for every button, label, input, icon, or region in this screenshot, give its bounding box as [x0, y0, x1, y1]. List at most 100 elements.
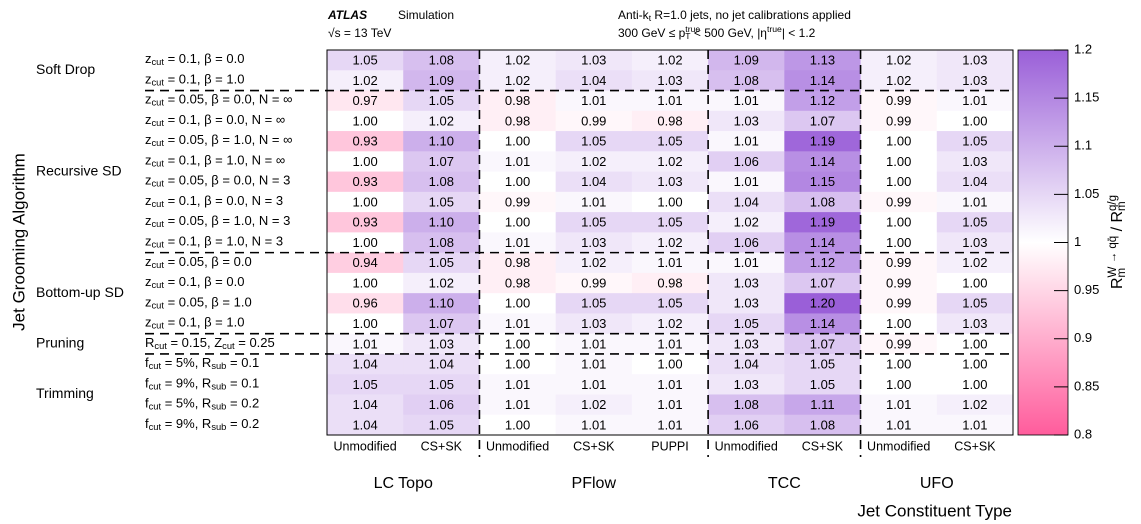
cell-label: 1.03	[734, 113, 759, 128]
heatmap-cell	[631, 394, 709, 416]
text-part: Anti-k	[618, 8, 650, 22]
x-tick-label: Unmodified	[486, 439, 549, 453]
superscript: true	[685, 24, 700, 34]
subscript: cut	[152, 179, 165, 189]
heatmap-cell	[403, 70, 480, 92]
heatmap-cell	[555, 151, 633, 173]
cell-label: 1.02	[581, 397, 606, 412]
cell-label: 1.01	[581, 336, 606, 351]
subscript: cut	[152, 159, 165, 169]
cell-label: 1.02	[734, 215, 759, 230]
text-part: z	[145, 214, 152, 229]
cell-label: 0.98	[505, 93, 530, 108]
heatmap-cell	[708, 293, 785, 314]
heatmap-cell	[784, 232, 862, 254]
heatmap-cell	[403, 374, 480, 395]
subscript: cut	[149, 361, 162, 371]
heatmap-cell	[327, 131, 404, 152]
x-tick-label: CS+SK	[573, 439, 615, 453]
heatmap-cell	[631, 90, 709, 112]
heatmap-cell	[403, 394, 480, 416]
x-tick-label: PUPPI	[651, 439, 689, 453]
heatmap-cell	[403, 252, 480, 274]
text-part: z	[145, 295, 152, 310]
heatmap-cell	[327, 313, 404, 335]
colorbar-tick-label: 0.95	[1074, 282, 1099, 297]
heatmap-cell	[555, 171, 633, 193]
cell-label: 1.03	[734, 377, 759, 392]
text-part: = 0.05, β = 1.0	[164, 295, 252, 310]
cell-label: 1.06	[734, 154, 759, 169]
cell-label: 0.93	[352, 174, 377, 189]
cell-label: 1.05	[352, 53, 377, 68]
colorbar-tick-label: 0.85	[1074, 378, 1099, 393]
heatmap-cell	[479, 232, 557, 254]
heatmap-cell	[936, 191, 1014, 213]
heatmap-cell	[631, 272, 709, 294]
cell-label: 1.08	[810, 194, 835, 209]
heatmap-cell	[936, 232, 1014, 254]
heatmap-cell	[555, 252, 633, 274]
heatmap-cell	[327, 50, 404, 71]
cell-label: 1.03	[581, 235, 606, 250]
y-tick-label: zcut = 0.1, β = 0.0	[145, 52, 244, 68]
subscript: cut	[222, 341, 235, 351]
heatmap-cell	[708, 394, 785, 416]
heatmap-cell	[784, 191, 862, 213]
cell-label: 1.01	[657, 336, 682, 351]
cell-label: 1.06	[734, 235, 759, 250]
heatmap-cell	[860, 333, 938, 355]
cell-label: 1.01	[581, 377, 606, 392]
heatmap-cell	[784, 90, 862, 112]
cell-label: 1.06	[734, 417, 759, 432]
heatmap-cell	[631, 252, 709, 274]
text-part: z	[145, 52, 152, 67]
heatmap-cell	[860, 191, 938, 213]
cell-label: 1.01	[734, 93, 759, 108]
text-part: z	[145, 173, 152, 188]
cell-label: 1.03	[657, 73, 682, 88]
heatmap-cell	[708, 313, 785, 335]
subscript: cut	[152, 199, 165, 209]
heatmap-cell	[555, 313, 633, 335]
cell-label: 1.01	[962, 93, 987, 108]
heatmap-cell	[555, 232, 633, 254]
x-tick-label: CS+SK	[421, 439, 463, 453]
heatmap-cell	[479, 293, 557, 314]
heatmap-cell	[860, 394, 938, 416]
x-axis-title: Jet Constituent Type	[857, 501, 1012, 520]
subscript: cut	[149, 381, 162, 391]
text-part: z	[145, 234, 152, 249]
cell-label: 0.99	[581, 113, 606, 128]
cell-label: 1.00	[505, 296, 530, 311]
heatmap-cell	[784, 374, 862, 395]
cell-label: 1.01	[581, 194, 606, 209]
heatmap-cell	[936, 171, 1014, 193]
cell-label: 1.04	[734, 357, 759, 372]
cell-label: 0.98	[657, 113, 682, 128]
text-part: = 0.1	[226, 376, 259, 391]
text-part: = 0.05, β = 1.0, N = 3	[164, 214, 290, 229]
cell-label: 0.99	[886, 275, 911, 290]
heatmap-cell	[327, 212, 404, 233]
heatmap-cell	[708, 252, 785, 274]
heatmap-cell	[936, 50, 1014, 71]
cell-label: 0.96	[352, 296, 377, 311]
cell-label: 1.03	[962, 154, 987, 169]
heatmap-cell	[860, 272, 938, 294]
heatmap-cell	[631, 374, 709, 395]
colorbar-tick-label: 1.2	[1074, 41, 1092, 56]
heatmap-cell	[479, 374, 557, 395]
y-tick-label: zcut = 0.1, β = 1.0, N = ∞	[145, 153, 285, 169]
cell-label: 1.02	[657, 316, 682, 331]
text-part: = 5%, R	[161, 356, 211, 371]
heatmap-cell	[936, 212, 1014, 233]
heatmap-cell	[479, 90, 557, 112]
cell-label: 1.15	[810, 174, 835, 189]
cell-label: 1.09	[429, 73, 454, 88]
cell-label: 1.00	[886, 154, 911, 169]
text-part: = 0.1, β = 1.0	[164, 72, 244, 87]
subscript: m	[1116, 268, 1128, 278]
subscript: cut	[152, 219, 165, 229]
y-tick-label: zcut = 0.1, β = 0.0	[145, 274, 244, 290]
